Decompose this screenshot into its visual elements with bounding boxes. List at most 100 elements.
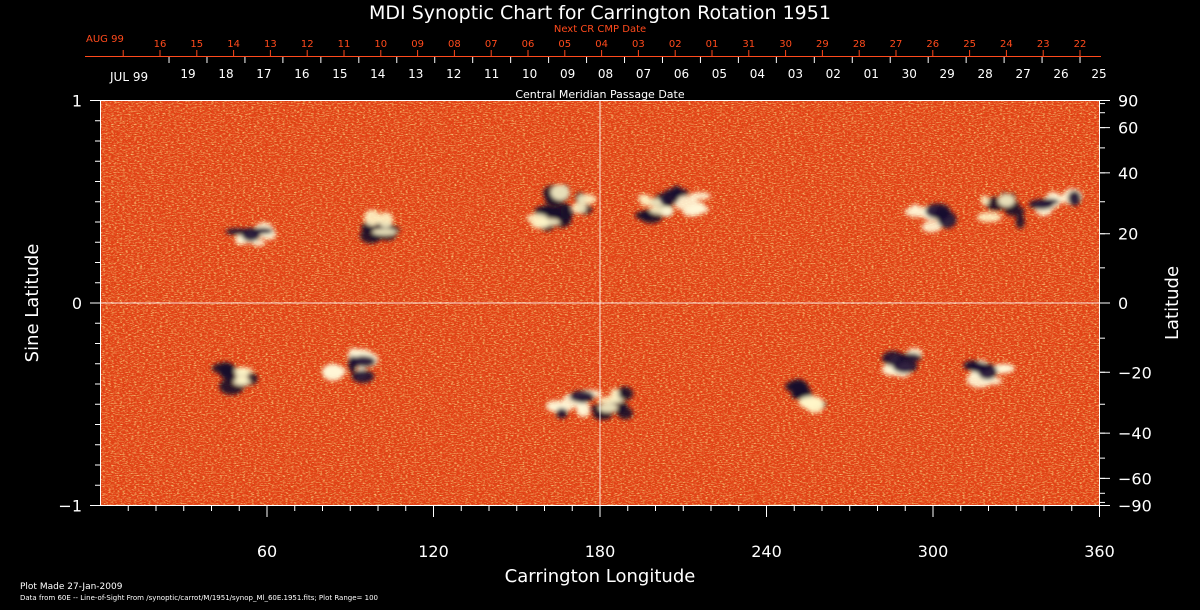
region-blob xyxy=(550,184,570,201)
region-blob xyxy=(578,397,588,404)
cmp-day: 27 xyxy=(1015,67,1030,81)
next-cr-day: 15 xyxy=(190,39,203,50)
region-blob xyxy=(1039,198,1060,205)
next-cr-day: 08 xyxy=(448,39,461,50)
cmp-day: 14 xyxy=(370,67,385,81)
region-blob xyxy=(616,386,634,401)
region-blob xyxy=(351,369,375,383)
gridlines xyxy=(100,100,1100,506)
cmp-day: 12 xyxy=(446,67,461,81)
region-blob xyxy=(995,363,1015,373)
cmp-day: 06 xyxy=(674,67,689,81)
next-cr-day: 12 xyxy=(301,39,314,50)
cmp-day: 13 xyxy=(408,67,423,81)
cmp-day: 02 xyxy=(826,67,841,81)
region-blob xyxy=(526,213,548,223)
x-tick-label: 360 xyxy=(1084,542,1115,561)
active-region-12 xyxy=(590,386,634,420)
next-cr-day: 04 xyxy=(595,39,608,50)
region-blob xyxy=(322,363,344,382)
cmp-day: 28 xyxy=(977,67,992,81)
next-cr-day: 26 xyxy=(926,39,939,50)
lat-tick-label: −40 xyxy=(1118,424,1152,443)
lat-tick-label: 60 xyxy=(1118,119,1138,138)
region-blob xyxy=(976,212,1002,223)
cmp-day: 09 xyxy=(560,67,575,81)
lat-tick-label: −90 xyxy=(1118,497,1152,516)
cmp-day: 07 xyxy=(636,67,651,81)
chart-title: MDI Synoptic Chart for Carrington Rotati… xyxy=(369,2,831,24)
cmp-day: 08 xyxy=(598,67,613,81)
region-blob xyxy=(661,207,673,217)
active-region-8 xyxy=(1028,188,1083,217)
next-cr-day: 25 xyxy=(963,39,976,50)
region-blob xyxy=(998,194,1015,207)
next-cr-day: 01 xyxy=(706,39,719,50)
lat-tick-label: 20 xyxy=(1118,225,1138,244)
active-region-7 xyxy=(976,191,1025,229)
region-blob xyxy=(364,209,381,226)
active-region-3 xyxy=(543,184,597,220)
region-blob xyxy=(576,194,597,205)
region-blob xyxy=(372,228,397,236)
region-blob xyxy=(225,228,250,236)
region-blob xyxy=(597,396,624,404)
region-blob xyxy=(682,207,701,217)
active-region-11 xyxy=(545,389,602,419)
cmp-day: 05 xyxy=(712,67,727,81)
region-blob xyxy=(785,380,809,393)
region-blob xyxy=(921,221,942,233)
cmp-day: 26 xyxy=(1053,67,1068,81)
next-cr-day: 07 xyxy=(485,39,498,50)
next-cr-day: 09 xyxy=(411,39,424,50)
next-cr-label: Next CR CMP Date xyxy=(554,24,646,35)
next-cr-day: 29 xyxy=(816,39,829,50)
region-blob xyxy=(898,353,922,363)
region-blob xyxy=(219,362,233,379)
sine-latitude-axis: 1 0 −1 xyxy=(58,92,100,516)
cmp-day: 16 xyxy=(294,67,309,81)
x-tick-label: 120 xyxy=(418,542,449,561)
x-tick-label: 180 xyxy=(585,542,616,561)
next-cr-day: 23 xyxy=(1037,39,1050,50)
y-tick-label: 0 xyxy=(72,294,82,313)
region-blob xyxy=(910,204,920,213)
region-blob xyxy=(598,403,618,413)
cmp-day: 01 xyxy=(864,67,879,81)
active-regions xyxy=(211,184,1083,420)
region-blob xyxy=(569,390,595,403)
y-tick-label: 1 xyxy=(72,92,82,111)
cmp-day: 11 xyxy=(484,67,499,81)
region-blob xyxy=(1015,213,1025,229)
cmp-day: 18 xyxy=(218,67,233,81)
region-blob xyxy=(661,192,679,205)
region-blob xyxy=(555,408,568,419)
next-cr-day: 05 xyxy=(558,39,571,50)
active-region-6 xyxy=(904,203,957,233)
region-blob xyxy=(350,355,376,368)
x-tick-label: 60 xyxy=(257,542,277,561)
next-cr-day: 28 xyxy=(853,39,866,50)
active-region-10 xyxy=(321,348,379,383)
lat-tick-label: 40 xyxy=(1118,164,1138,183)
data-source-footer: Data from 60E -- Line-of-Sight From /syn… xyxy=(20,594,378,602)
region-blob xyxy=(805,397,825,414)
longitude-axis: 60 120 180 240 300 360 xyxy=(127,505,1115,561)
region-blob xyxy=(560,204,570,220)
y-axis-label-left: Sine Latitude xyxy=(22,244,43,363)
latitude-axis: 90 60 40 20 0 −20 −40 −60 −90 xyxy=(1100,92,1152,516)
region-blob xyxy=(576,401,591,418)
next-cr-day: 11 xyxy=(338,39,351,50)
next-cr-day: 10 xyxy=(374,39,387,50)
region-blob xyxy=(881,351,904,366)
region-blob xyxy=(378,212,394,229)
next-cr-day: 31 xyxy=(742,39,755,50)
next-cr-day: 27 xyxy=(890,39,903,50)
active-region-5 xyxy=(661,185,711,217)
lat-tick-label: 0 xyxy=(1118,294,1128,313)
region-blob xyxy=(348,355,357,373)
next-cr-day: 16 xyxy=(154,39,167,50)
cmp-day: 25 xyxy=(1091,67,1106,81)
region-blob xyxy=(1005,205,1025,217)
